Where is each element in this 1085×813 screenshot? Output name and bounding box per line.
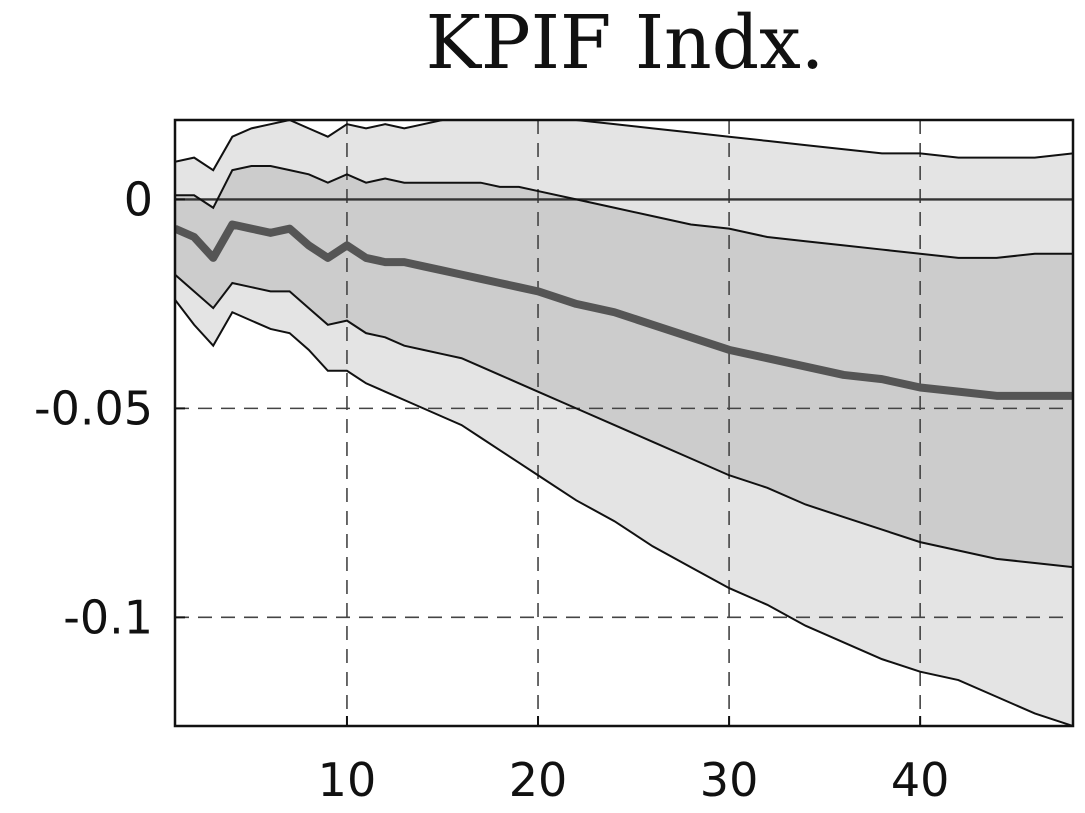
x-tick-label-40: 40 bbox=[891, 753, 950, 807]
confidence-band-2 bbox=[175, 165, 1073, 568]
band-1-upper-edge bbox=[175, 120, 1073, 172]
plot-frame bbox=[173, 118, 1075, 728]
y-tick-label-2: -0.1 bbox=[63, 590, 153, 644]
x-tick-label-30: 30 bbox=[700, 753, 759, 807]
y-tick-label-1: -0.05 bbox=[34, 381, 153, 435]
chart-title: KPIF Indx. bbox=[426, 0, 825, 86]
band-1-lower-edge bbox=[175, 299, 1073, 726]
y-tick-label-0: 0 bbox=[124, 172, 153, 226]
x-tick-label-20: 20 bbox=[509, 753, 568, 807]
median-response-line bbox=[175, 220, 1073, 400]
plot-clipped-group bbox=[175, 120, 1073, 726]
tick-labels: 10 20 30 40 0 -0.05 -0.1 bbox=[34, 172, 949, 807]
plot-area bbox=[173, 118, 1075, 728]
band-2-lower-edge bbox=[175, 273, 1073, 569]
x-tick-label-10: 10 bbox=[318, 753, 377, 807]
band-2-upper-edge bbox=[175, 164, 1073, 259]
